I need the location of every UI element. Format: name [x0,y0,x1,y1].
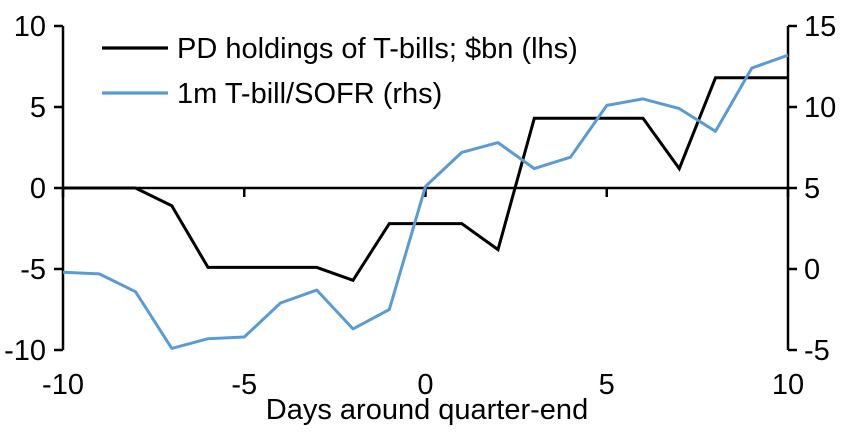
legend-label-tbill-sofr: 1m T-bill/SOFR (rhs) [177,78,442,110]
axes-layer: 10 5 0 -5 -10 15 10 5 0 -5 -10 -5 0 5 10 [4,11,836,401]
x-axis-tick-label: 0 [417,369,433,401]
legend: PD holdings of T-bills; $bn (lhs) 1m T-b… [102,33,578,110]
x-axis-tick-label: 5 [599,369,615,401]
series-line-pd-holdings [63,76,788,283]
series-layer [62,53,789,350]
left-axis-tick-label: -10 [4,335,46,367]
right-axis-tick-label: 5 [804,173,820,205]
left-axis-tick-label: 10 [14,11,46,43]
right-axis-tick-label: 0 [804,254,820,286]
left-axis-tick-label: 5 [30,92,46,124]
x-axis-tick-label: 10 [772,369,804,401]
x-axis-tick-label: -10 [42,369,84,401]
x-axis-title: Days around quarter-end [266,394,588,426]
left-axis-tick-label: -5 [20,254,46,286]
legend-label-pd-holdings: PD holdings of T-bills; $bn (lhs) [177,33,578,65]
left-axis-tick-label: 0 [30,173,46,205]
series-line-tbill-sofr [62,53,789,350]
right-axis-tick-label: -5 [804,335,830,367]
right-axis-tick-label: 10 [804,92,836,124]
right-axis-tick-label: 15 [804,11,836,43]
x-axis-tick-label: -5 [231,369,257,401]
